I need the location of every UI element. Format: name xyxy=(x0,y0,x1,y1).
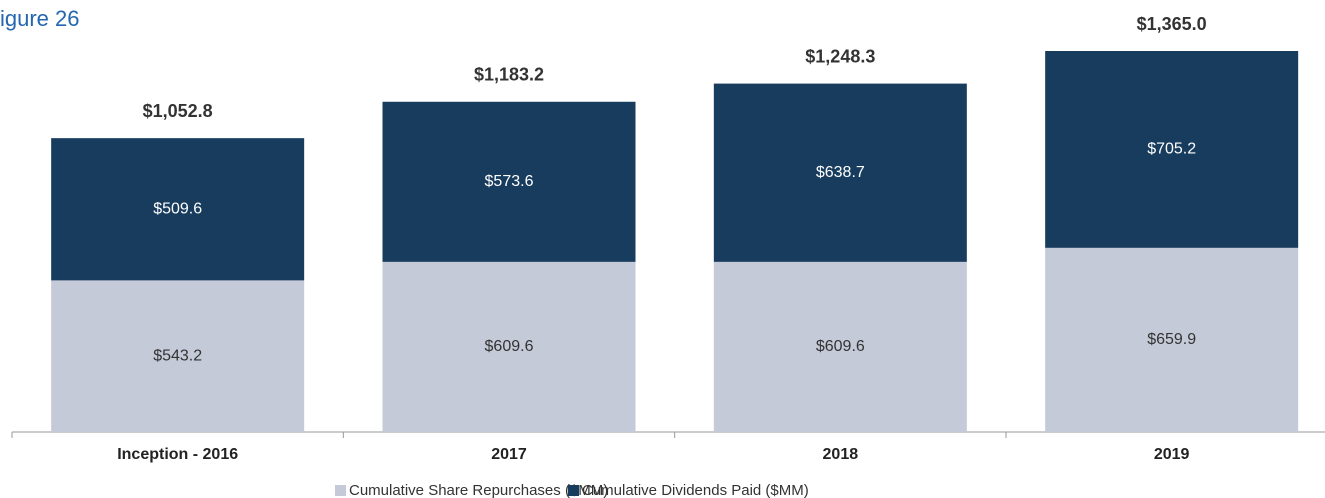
bar-segment xyxy=(1045,247,1299,432)
value-label: $543.2 xyxy=(153,347,202,364)
x-tick-label: 2018 xyxy=(823,446,859,463)
total-label: $1,183.2 xyxy=(474,65,544,85)
bar-segment xyxy=(713,261,967,432)
x-tick-label: 2017 xyxy=(491,446,527,463)
legend-swatch xyxy=(568,485,579,496)
value-label: $609.6 xyxy=(485,338,534,355)
total-label: $1,365.0 xyxy=(1137,14,1207,34)
value-label: $509.6 xyxy=(153,200,202,217)
bar-segment xyxy=(382,261,636,432)
bar-segment xyxy=(1045,51,1299,248)
legend-label: Cumulative Share Repurchases ($MM) xyxy=(349,482,608,498)
bar-segment xyxy=(382,101,636,262)
value-label: $638.7 xyxy=(816,164,865,181)
total-label: $1,248.3 xyxy=(805,46,875,66)
value-label: $573.6 xyxy=(485,173,534,190)
value-label: $705.2 xyxy=(1147,141,1196,158)
legend-label: Cumulative Dividends Paid ($MM) xyxy=(582,482,809,498)
bar-segment xyxy=(51,280,305,432)
chart-title: igure 26 xyxy=(0,6,80,31)
bar-segment xyxy=(51,138,305,281)
x-tick-label: 2019 xyxy=(1154,446,1190,463)
bar-segment xyxy=(713,83,967,262)
value-label: $659.9 xyxy=(1147,331,1196,348)
total-label: $1,052.8 xyxy=(143,101,213,121)
x-tick-label: Inception - 2016 xyxy=(117,446,238,463)
legend-swatch xyxy=(335,485,346,496)
value-label: $609.6 xyxy=(816,338,865,355)
